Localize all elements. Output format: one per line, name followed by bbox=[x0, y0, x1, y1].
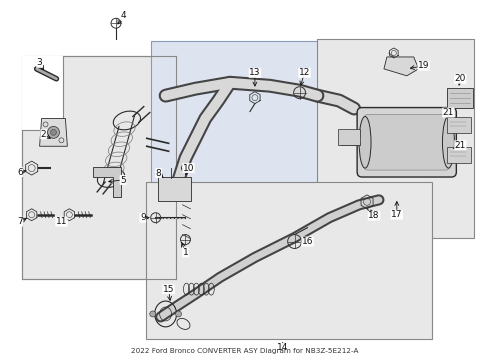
Text: 20: 20 bbox=[455, 74, 466, 83]
Ellipse shape bbox=[359, 117, 371, 168]
Text: 19: 19 bbox=[418, 62, 429, 71]
Bar bbox=[146, 182, 432, 339]
Circle shape bbox=[48, 126, 59, 138]
Text: 8: 8 bbox=[156, 168, 162, 177]
Bar bbox=[151, 41, 324, 269]
Text: 18: 18 bbox=[368, 211, 380, 220]
Text: 7: 7 bbox=[17, 217, 23, 226]
Text: 1: 1 bbox=[183, 248, 188, 257]
Ellipse shape bbox=[442, 117, 454, 168]
Text: 13: 13 bbox=[249, 68, 261, 77]
Text: 11: 11 bbox=[56, 217, 67, 226]
Text: 6: 6 bbox=[17, 167, 23, 176]
Polygon shape bbox=[93, 167, 121, 197]
Bar bbox=[318, 39, 474, 238]
FancyBboxPatch shape bbox=[338, 129, 360, 145]
Circle shape bbox=[150, 311, 156, 317]
FancyBboxPatch shape bbox=[364, 114, 449, 170]
Polygon shape bbox=[22, 56, 175, 279]
FancyBboxPatch shape bbox=[447, 88, 473, 108]
Text: 2: 2 bbox=[41, 130, 47, 139]
Text: 5: 5 bbox=[120, 176, 126, 185]
Text: 3: 3 bbox=[37, 58, 43, 67]
Text: 10: 10 bbox=[183, 163, 194, 172]
Text: 21: 21 bbox=[455, 141, 466, 150]
FancyBboxPatch shape bbox=[357, 108, 456, 177]
Polygon shape bbox=[384, 57, 418, 76]
Text: 16: 16 bbox=[302, 237, 313, 246]
Text: 12: 12 bbox=[299, 68, 310, 77]
FancyBboxPatch shape bbox=[447, 117, 471, 133]
Text: 4: 4 bbox=[120, 11, 126, 20]
Text: 2022 Ford Bronco CONVERTER ASY Diagram for NB3Z-5E212-A: 2022 Ford Bronco CONVERTER ASY Diagram f… bbox=[131, 348, 359, 354]
FancyBboxPatch shape bbox=[158, 177, 192, 201]
Polygon shape bbox=[40, 118, 68, 146]
Text: 9: 9 bbox=[140, 213, 146, 222]
Polygon shape bbox=[22, 56, 63, 130]
Circle shape bbox=[50, 129, 56, 135]
Text: 17: 17 bbox=[391, 210, 403, 219]
Text: 14: 14 bbox=[277, 343, 289, 352]
FancyBboxPatch shape bbox=[447, 147, 471, 163]
Text: 21: 21 bbox=[443, 108, 454, 117]
Circle shape bbox=[175, 311, 181, 317]
Text: 15: 15 bbox=[163, 285, 174, 294]
